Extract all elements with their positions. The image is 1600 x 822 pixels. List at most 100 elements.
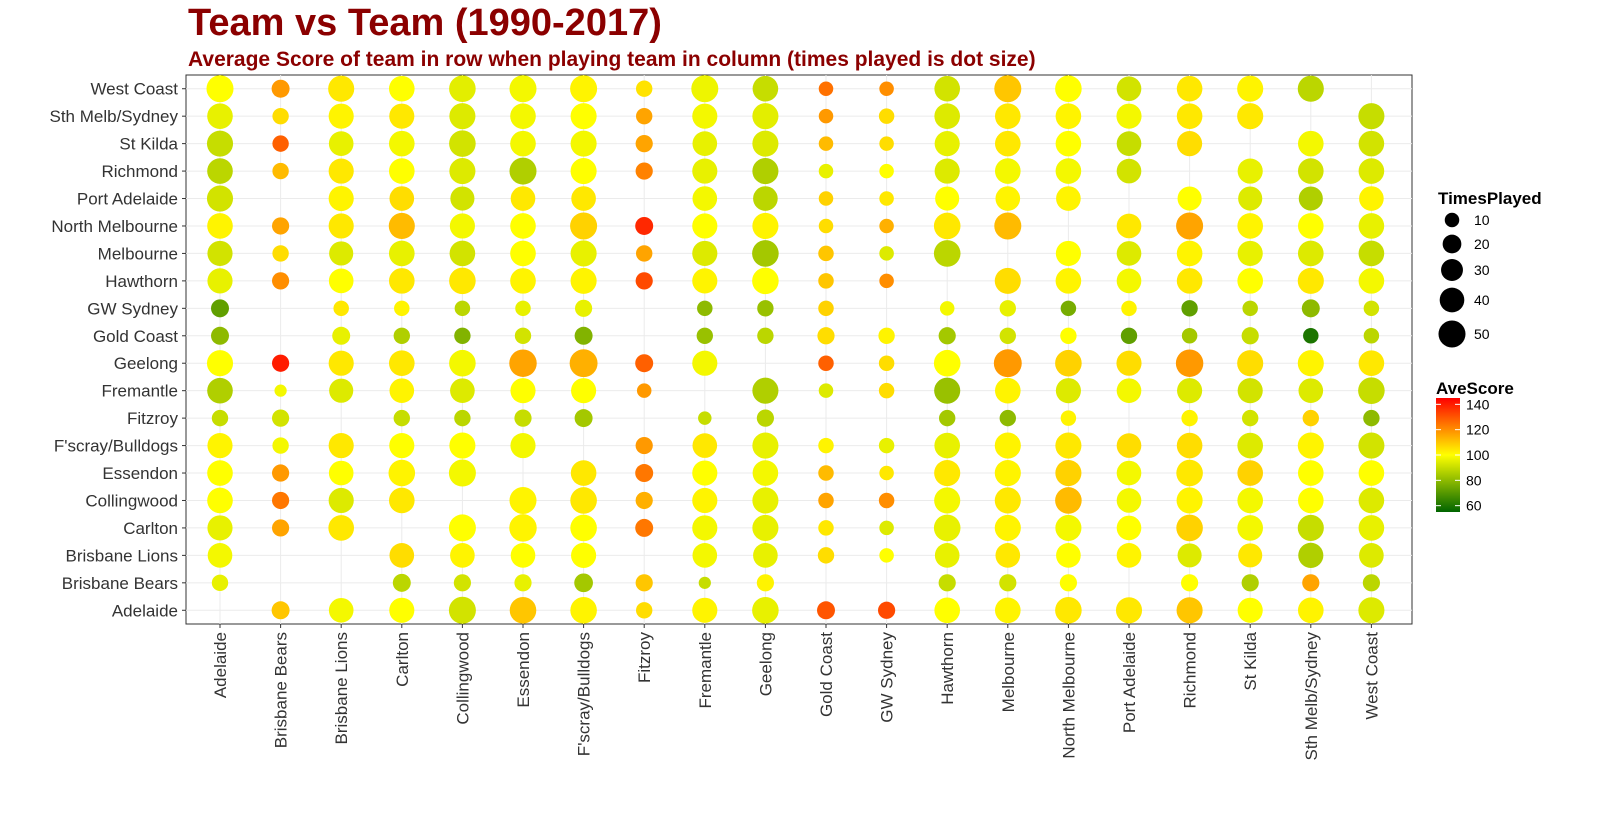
data-point — [1237, 268, 1264, 294]
data-point — [934, 158, 960, 184]
data-point — [757, 327, 774, 344]
data-point — [510, 130, 536, 157]
data-point — [817, 547, 835, 564]
data-point — [449, 158, 476, 185]
data-point — [1116, 515, 1142, 541]
data-point — [994, 514, 1021, 541]
data-point — [570, 460, 597, 486]
data-point — [818, 218, 834, 234]
data-point — [1056, 543, 1081, 568]
data-point — [1237, 103, 1264, 130]
data-point — [1358, 460, 1385, 486]
data-point — [1297, 267, 1324, 294]
data-point — [454, 409, 471, 427]
data-point — [1297, 597, 1324, 624]
data-point — [698, 576, 711, 589]
data-point — [934, 377, 961, 404]
x-tick-label: Essendon — [514, 632, 533, 708]
data-point — [1181, 328, 1198, 344]
data-point — [934, 543, 960, 568]
data-point — [570, 212, 598, 240]
data-point — [691, 75, 719, 103]
data-point — [878, 355, 895, 371]
data-point — [879, 191, 894, 206]
data-point — [333, 300, 349, 317]
data-point — [1237, 515, 1264, 541]
data-point — [1358, 103, 1385, 130]
data-point — [449, 75, 476, 103]
size-legend-label: 30 — [1474, 262, 1490, 278]
x-axis-ticks: Adelaide Brisbane Bears Brisbane Lions Carl… — [211, 624, 1381, 761]
data-point — [1176, 432, 1203, 459]
data-point — [514, 574, 532, 592]
y-tick-label: Gold Coast — [93, 327, 178, 346]
data-point — [328, 131, 354, 156]
data-point — [570, 487, 597, 514]
data-point — [1237, 460, 1264, 486]
data-point — [272, 437, 289, 454]
data-point — [570, 75, 598, 103]
data-point — [756, 574, 775, 592]
x-tick-label: Brisbane Lions — [332, 632, 351, 744]
data-point — [1055, 240, 1081, 266]
data-point — [393, 409, 410, 427]
data-point — [878, 327, 895, 344]
data-point — [207, 433, 233, 459]
data-point — [756, 409, 775, 427]
data-point — [207, 158, 233, 184]
data-point — [1055, 487, 1082, 514]
data-point — [389, 186, 415, 211]
data-point — [1297, 213, 1324, 239]
data-point — [574, 409, 593, 428]
data-point — [393, 327, 410, 344]
size-legend-label: 50 — [1474, 326, 1490, 342]
data-point — [1237, 378, 1263, 404]
data-point — [388, 158, 415, 184]
data-point — [328, 597, 354, 623]
size-legend-title: TimesPlayed — [1438, 189, 1542, 208]
data-point — [1363, 328, 1380, 344]
data-point — [994, 487, 1021, 514]
data-point — [933, 514, 961, 542]
data-point — [752, 240, 779, 267]
data-point — [1116, 158, 1142, 184]
data-point — [389, 543, 415, 568]
data-point — [753, 543, 778, 568]
data-point — [994, 103, 1021, 129]
data-point — [211, 574, 229, 592]
data-point — [207, 543, 233, 568]
data-point — [697, 300, 713, 317]
data-point — [879, 520, 894, 536]
data-point — [753, 186, 778, 211]
chart-subtitle: Average Score of team in row when playin… — [188, 48, 1036, 71]
data-point — [1181, 409, 1198, 427]
data-point — [206, 350, 234, 377]
data-point — [635, 574, 653, 592]
data-point — [752, 75, 779, 102]
x-tick-label: West Coast — [1362, 632, 1381, 720]
data-point — [272, 354, 290, 372]
color-legend-label: 80 — [1466, 472, 1482, 488]
data-point — [207, 240, 233, 266]
data-point — [1177, 543, 1202, 568]
y-tick-label: St Kilda — [119, 135, 178, 154]
data-point — [272, 217, 290, 235]
data-point — [934, 487, 961, 514]
x-tick-label: F'scray/Bulldogs — [575, 632, 594, 756]
y-tick-label: Melbourne — [98, 244, 178, 263]
data-point — [692, 543, 718, 568]
data-point — [449, 267, 476, 295]
data-point — [1297, 432, 1324, 459]
data-point — [939, 301, 955, 316]
data-point — [272, 107, 289, 125]
data-point — [328, 433, 354, 459]
data-point — [1176, 459, 1203, 487]
data-point — [692, 213, 718, 239]
data-point — [207, 268, 233, 294]
data-point — [450, 543, 475, 568]
x-tick-label: GW Sydney — [878, 632, 897, 723]
data-point — [207, 377, 233, 404]
data-point — [570, 103, 597, 130]
y-tick-label: Fitzroy — [127, 409, 179, 428]
data-point — [509, 349, 537, 377]
